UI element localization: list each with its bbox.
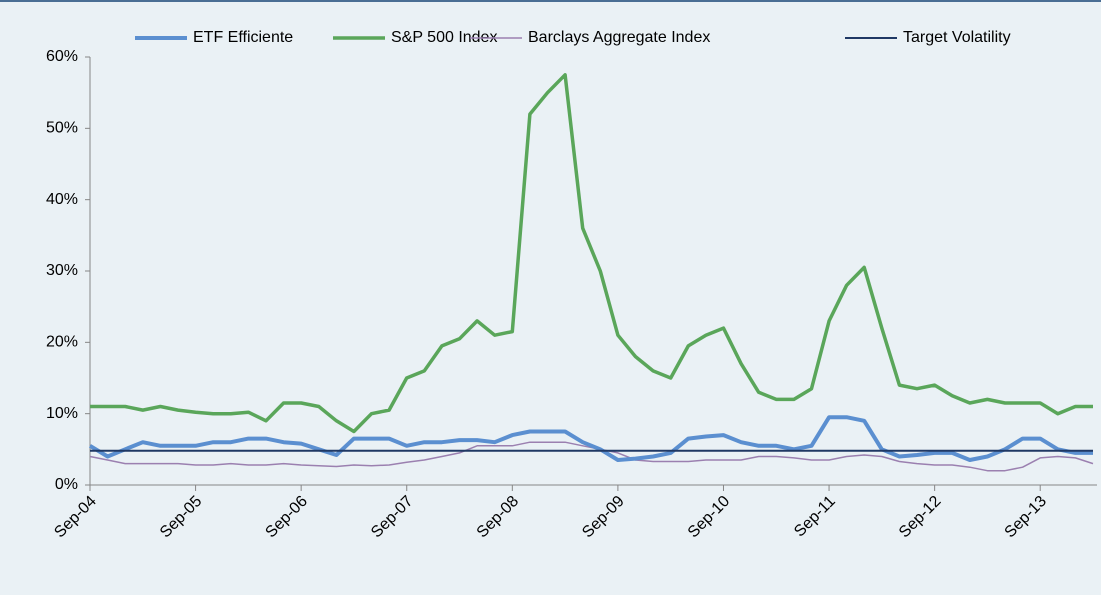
y-tick-label: 40%	[46, 191, 78, 208]
legend-label: S&P 500 Index	[391, 29, 497, 46]
legend-label: Barclays Aggregate Index	[528, 29, 710, 46]
y-tick-label: 50%	[46, 120, 78, 137]
y-tick-label: 60%	[46, 48, 78, 65]
y-tick-label: 30%	[46, 262, 78, 279]
series-line	[88, 415, 1093, 462]
y-tick-label: 10%	[46, 405, 78, 422]
y-tick-label: 0%	[55, 476, 78, 493]
legend-label: Target Volatility	[903, 29, 1011, 46]
y-tick-label: 20%	[46, 334, 78, 351]
series-line	[90, 73, 1093, 434]
legend-label: ETF Efficiente	[193, 29, 293, 46]
